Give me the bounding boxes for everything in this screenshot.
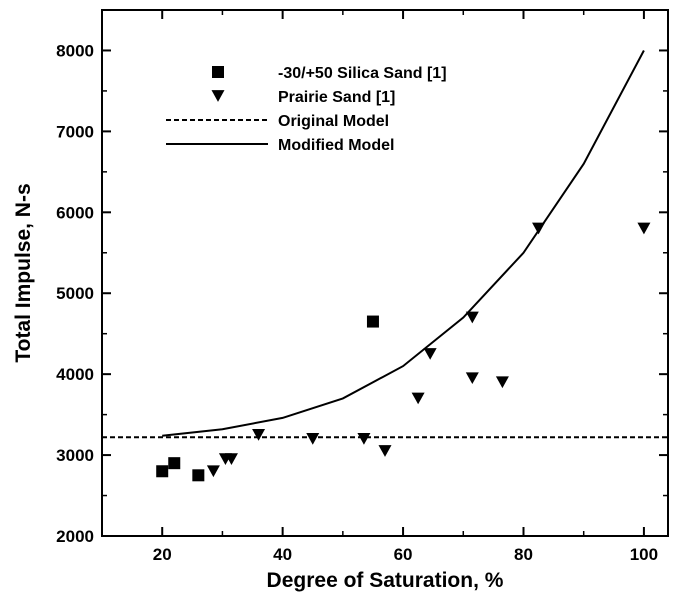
prairie-sand-point [465, 311, 479, 324]
y-tick-label: 2000 [56, 527, 94, 546]
prairie-sand-point [357, 433, 371, 445]
prairie-sand-point [206, 465, 220, 478]
silica-sand-point [168, 457, 181, 470]
modified-model-line [162, 50, 645, 437]
silica-sand-point [156, 465, 169, 478]
x-tick-label: 60 [394, 545, 413, 564]
y-axis-title: Total Impulse, N-s [12, 183, 35, 362]
prairie-sand-point [637, 222, 651, 235]
y-tick-label: 8000 [56, 41, 94, 60]
x-tick-label: 100 [630, 545, 658, 564]
x-tick-label: 40 [273, 545, 292, 564]
silica-sand-point [366, 315, 379, 328]
prairie-sand-point [423, 348, 437, 360]
prairie-sand-point [306, 433, 320, 445]
silica-sand-point [192, 469, 205, 482]
prairie-sand-point [411, 392, 425, 405]
legend-label: Prairie Sand [1] [278, 89, 395, 106]
y-tick-label: 7000 [56, 122, 94, 141]
tick-labels: 20 40 60 80 100 2000 3000 4000 5000 6000 7000 8000 [56, 41, 658, 564]
x-axis-title: Degree of Saturation, % [267, 569, 504, 592]
y-tick-label: 3000 [56, 446, 94, 465]
x-tick-label: 20 [153, 545, 172, 564]
legend-label: -30/+50 Silica Sand [1] [278, 65, 447, 82]
legend-triangle-marker [211, 90, 225, 102]
y-tick-label: 4000 [56, 365, 94, 384]
prairie-sand-point [378, 445, 392, 457]
legend-label: Original Model [278, 113, 389, 130]
x-tick-label: 80 [514, 545, 533, 564]
prairie-sand-point [495, 376, 509, 389]
legend-label: Modified Model [278, 137, 394, 154]
legend-square-marker [212, 66, 224, 78]
prairie-sand-point [465, 372, 479, 385]
y-tick-label: 6000 [56, 203, 94, 222]
series-layer [102, 50, 668, 482]
tick-marks [101, 9, 668, 537]
legend: -30/+50 Silica Sand [1] Prairie Sand [1] O… [166, 65, 447, 154]
y-tick-label: 5000 [56, 284, 94, 303]
prairie-sand-point [252, 428, 266, 441]
prairie-sand-point [224, 453, 238, 465]
plot-frame [101, 9, 669, 537]
